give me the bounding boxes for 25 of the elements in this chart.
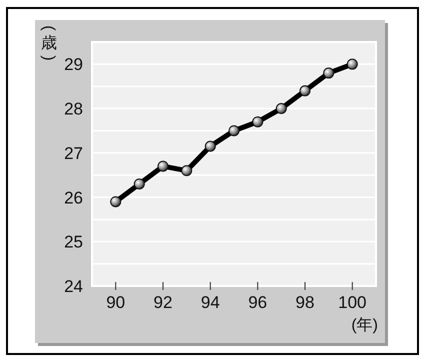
y-tick-label: 29 — [64, 55, 83, 74]
x-tick-label: 90 — [106, 293, 126, 312]
y-tick-label: 26 — [64, 188, 83, 208]
point — [228, 125, 240, 136]
x-axis-title: (年) — [351, 317, 378, 334]
point — [134, 178, 145, 190]
point — [110, 196, 122, 208]
x-tick-label: 98 — [296, 293, 314, 312]
point — [300, 85, 310, 96]
y-tick-label: 28 — [64, 100, 83, 119]
y-tick-label: 25 — [64, 232, 83, 252]
y-tick-label: 27 — [64, 144, 83, 163]
point — [158, 160, 168, 172]
x-tick-label: 96 — [248, 293, 268, 312]
y-axis-title: (歳) — [40, 25, 57, 61]
point — [276, 103, 287, 114]
point — [323, 68, 334, 79]
y-tick-label: 24 — [64, 277, 83, 296]
x-tick-label: 100 — [338, 293, 367, 312]
point — [346, 58, 358, 70]
x-tick-label: 92 — [154, 293, 172, 312]
point — [204, 140, 216, 152]
point — [252, 116, 264, 128]
point — [181, 165, 192, 176]
x-tick-label: 94 — [200, 293, 220, 312]
